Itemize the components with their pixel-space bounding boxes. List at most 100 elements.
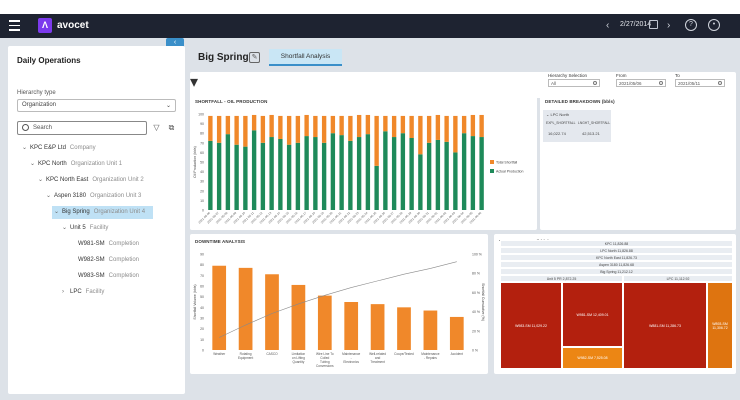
- x-tick-label: Wire Line To: [316, 352, 334, 356]
- bar-total-shortfall: [470, 114, 476, 137]
- edit-icon[interactable]: ✎: [249, 52, 260, 63]
- tree-item-type: Company: [69, 145, 96, 151]
- tree-item-w983-sm[interactable]: W983-SM Completion: [70, 270, 139, 283]
- treemap-unit5-header[interactable]: Unit 5 PR 2,872.25: [500, 275, 623, 282]
- treemap-level-lpc-north[interactable]: LPC North 11,826.88: [500, 247, 733, 254]
- x-tick-label: Electronics: [343, 360, 359, 364]
- chevron-down-icon: ⌄: [22, 145, 28, 151]
- breakdown-node-label: LPC North: [550, 112, 570, 117]
- treemap-cell-w881[interactable]: W881-SM 11,286.73: [623, 282, 707, 369]
- legend-swatch-actual-production: [490, 169, 494, 173]
- hierarchy-type-select[interactable]: Organization ⌄: [17, 99, 176, 112]
- clear-icon[interactable]: [593, 81, 597, 85]
- tree-item-type: Completion: [108, 241, 140, 247]
- search-input[interactable]: Search: [17, 121, 147, 135]
- tree-item-label: W981-SM: [78, 241, 105, 247]
- tree-item-big-spring[interactable]: ⌄ Big Spring Organization Unit 4: [52, 206, 154, 219]
- bar-downtime: [265, 274, 279, 350]
- menu-icon[interactable]: [9, 20, 20, 32]
- treemap-cell-w893[interactable]: W893-SM 11,306.72: [707, 282, 733, 369]
- bar-actual-production: [356, 137, 362, 210]
- calendar-icon[interactable]: [649, 20, 658, 29]
- calendar-icon[interactable]: [659, 81, 663, 85]
- legend-label-total-shortfall: Total Shortfall: [496, 161, 517, 165]
- app-name: avocet: [57, 20, 89, 31]
- treemap-level-kpc[interactable]: KPC 11,826.88: [500, 240, 733, 247]
- filter-label: To: [675, 73, 680, 78]
- tree-item-lpc[interactable]: › LPC Facility: [62, 286, 104, 299]
- x-tick-label: on Lifting: [292, 356, 305, 360]
- treemap-level-kpc-north-east[interactable]: KPC North East 11,826.73: [500, 254, 733, 261]
- bar-actual-production: [243, 146, 248, 210]
- x-tick-label: Coupe/Tested: [394, 352, 414, 356]
- tree-item-kpc-north[interactable]: ⌄ KPC North Organization Unit 1: [30, 158, 122, 171]
- chevron-down-icon: ⌄: [54, 209, 60, 215]
- date-display[interactable]: 2/27/2014: [620, 21, 652, 28]
- treemap-cell-w981[interactable]: W981-SM 12,409.01: [562, 282, 623, 347]
- tab-shortfall-analysis[interactable]: Shortfall Analysis: [269, 49, 342, 66]
- bar-actual-production: [304, 136, 309, 210]
- y-tick-label: 50: [200, 161, 204, 165]
- breakdown-table: [543, 110, 611, 142]
- from-date-value[interactable]: 2021/05/06: [616, 79, 666, 87]
- bar-downtime: [449, 316, 464, 350]
- x-tick-label: Accident: [451, 352, 463, 356]
- bar-total-shortfall: [313, 115, 318, 138]
- filter-value: 2021/05/11: [678, 81, 701, 86]
- hierarchy-selection-value[interactable]: All: [548, 79, 600, 87]
- copy-icon[interactable]: ⧉: [168, 123, 175, 132]
- bar-total-shortfall: [234, 115, 239, 145]
- bar-actual-production: [383, 131, 388, 210]
- tree-item-type: Organization Unit 2: [92, 177, 144, 183]
- collapse-sidebar-button[interactable]: ‹: [166, 38, 184, 48]
- bar-total-shortfall: [453, 115, 458, 153]
- downtime-chart: 90 80 70 60 50 40 30 20 10 0 100 % 80 % 60 % 40 % 20 %…: [193, 253, 485, 369]
- filter-icon[interactable]: ▽: [153, 123, 160, 132]
- tree-item-type: Organization Unit 3: [90, 193, 142, 199]
- y-tick-label: 60: [200, 151, 204, 155]
- search-placeholder: Search: [33, 125, 53, 131]
- chevron-down-icon: ⌄: [546, 112, 551, 117]
- bar-actual-production: [435, 139, 441, 210]
- bar-actual-production: [426, 142, 432, 210]
- cumulative-line: [219, 261, 457, 338]
- treemap-cell-w982[interactable]: W982-SM 7,525.08: [562, 347, 623, 369]
- bar-actual-production: [321, 142, 327, 210]
- treemap-cell-w983[interactable]: W983-SM 11,029.22: [500, 282, 562, 369]
- x-tick-label: -: [351, 356, 352, 360]
- calendar-icon[interactable]: [718, 81, 722, 85]
- chevron-down-icon[interactable]: ▾: [190, 74, 199, 91]
- prev-date-icon[interactable]: ‹: [606, 20, 610, 31]
- to-date-filter[interactable]: To 2021/05/11: [675, 73, 725, 87]
- treemap-level-aspen[interactable]: Aspen 3180 11,826.68: [500, 261, 733, 268]
- next-date-icon[interactable]: ›: [667, 20, 671, 31]
- tree-item-type: Facility: [89, 225, 109, 231]
- y-axis-label: Shortfall Volume (bbls): [193, 284, 197, 319]
- tree-item-unit-5[interactable]: ⌄ Unit 5 Facility: [62, 222, 108, 235]
- user-icon[interactable]: •: [708, 19, 720, 31]
- breakdown-node[interactable]: ⌄ LPC North: [546, 112, 569, 117]
- bar-downtime: [397, 307, 411, 350]
- tree-item-w981-sm[interactable]: W981-SM Completion: [70, 238, 139, 251]
- x-tick-label: Treatment: [370, 360, 385, 364]
- hierarchy-selection-filter[interactable]: Hierarchy Selection All: [548, 73, 600, 87]
- from-date-filter[interactable]: From 2021/05/06: [616, 73, 666, 87]
- treemap-level-big-spring[interactable]: Big Spring 11,212.12: [500, 268, 733, 275]
- bar-actual-production: [365, 134, 371, 210]
- y-tick-label: 30: [200, 317, 204, 321]
- help-icon[interactable]: ?: [685, 19, 697, 31]
- bar-downtime: [291, 284, 306, 350]
- tree-item-aspen-3180[interactable]: ⌄ Aspen 3180 Organization Unit 3: [46, 190, 141, 203]
- filter-bar: Hierarchy Selection All ▾ From 2021/05/0…: [190, 72, 736, 131]
- tree-item-kpc-ep[interactable]: ⌄ KPC E&P Ltd Company: [22, 142, 96, 155]
- bar-actual-production: [260, 142, 266, 210]
- bar-total-shortfall: [356, 114, 362, 138]
- treemap-lpc-header[interactable]: LPC 11,112.92: [623, 275, 733, 282]
- to-date-value[interactable]: 2021/05/11: [675, 79, 725, 87]
- y2-tick-label: 20 %: [472, 329, 480, 333]
- bar-total-shortfall: [348, 115, 353, 141]
- tree-item-kpc-north-east[interactable]: ⌄ KPC North East Organization Unit 2: [38, 174, 144, 187]
- tree-item-w982-sm[interactable]: W982-SM Completion: [70, 254, 139, 267]
- y2-tick-label: 60 %: [472, 291, 480, 295]
- hierarchy-type-value: Organization: [22, 102, 57, 108]
